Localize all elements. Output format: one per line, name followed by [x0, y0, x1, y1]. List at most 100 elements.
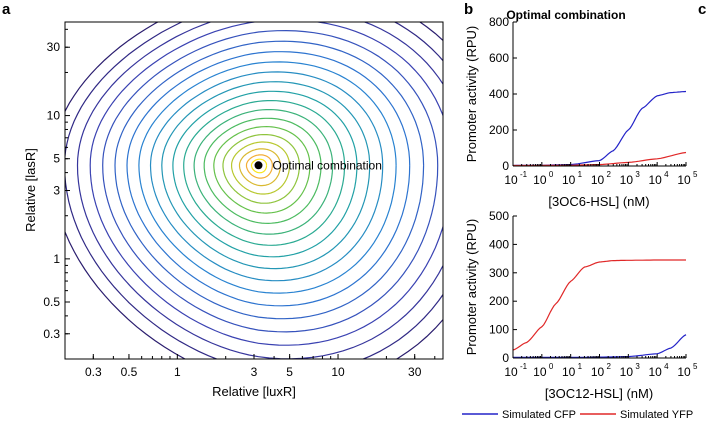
- contour-y-tick-label: 3: [53, 184, 60, 198]
- bottom-x-tick-exponent: 2: [607, 362, 612, 371]
- bottom-x-tick-exponent: -1: [520, 362, 528, 371]
- top-x-label: [3OC6-HSL] (nM): [548, 194, 649, 209]
- top-y-label: Promoter activity (RPU): [464, 26, 479, 163]
- contour-plot-frame: [64, 21, 444, 360]
- top-x-tick-exponent: -1: [520, 170, 528, 179]
- top-series-cfp: [512, 90, 687, 167]
- top-x-tick-exponent: 4: [664, 170, 669, 179]
- top-y-axis: 0 200 400 600 800: [489, 15, 517, 173]
- contour-x-tick-label: 5: [286, 365, 293, 379]
- bottom-x-tick-label: 10: [591, 365, 605, 379]
- contour-y-tick-label: 1: [53, 252, 60, 266]
- contour-level: [213, 125, 311, 214]
- cfp-yfp-3oc12-plot: 10 -1 10 0 10 1 10 2 10 3 10 4 10 5 0100200300400500 …: [464, 209, 698, 401]
- contour-level: [89, 22, 443, 346]
- optimal-point-label: Optimal combination: [273, 158, 382, 172]
- bottom-series: [512, 259, 687, 358]
- bottom-x-tick-label: 10: [620, 365, 634, 379]
- bottom-x-tick-exponent: 5: [693, 362, 698, 371]
- panel-label-a: a: [2, 1, 11, 18]
- contour-level: [65, 22, 443, 359]
- bottom-y-tick-label: 100: [489, 323, 509, 337]
- top-y-tick-label: 200: [489, 123, 509, 137]
- contour-level: [161, 81, 371, 270]
- top-x-tick-exponent: 3: [635, 170, 640, 179]
- bottom-x-tick-label: 10: [562, 365, 576, 379]
- bottom-y-label: Promoter activity (RPU): [464, 219, 479, 356]
- contour-level: [238, 148, 281, 187]
- top-y-tick-label: 600: [489, 51, 509, 65]
- bottom-x-tick-exponent: 1: [578, 362, 583, 371]
- contour-level: [149, 71, 384, 282]
- bottom-x-axis: 10 -1 10 0 10 1 10 2 10 3 10 4 10 5: [504, 354, 698, 379]
- top-x-tick-label: 10: [533, 173, 547, 187]
- contour-x-tick-label: 3: [251, 365, 258, 379]
- panel-label-b: b: [464, 1, 473, 18]
- contour-level: [245, 154, 273, 179]
- contour-level: [231, 141, 290, 195]
- bottom-x-tick-label: 10: [533, 365, 547, 379]
- contour-y-tick-label: 0.5: [43, 295, 60, 309]
- panel-label-c: c: [698, 1, 706, 18]
- contour-level: [250, 158, 268, 174]
- top-x-tick-label: 10: [562, 173, 576, 187]
- bottom-y-tick-label: 400: [489, 237, 509, 251]
- contour-x-tick-label: 10: [331, 365, 345, 379]
- contour-level: [222, 134, 300, 204]
- top-x-tick-exponent: 0: [549, 170, 554, 179]
- top-plot-title: Optimal combination: [506, 8, 625, 22]
- bottom-x-tick-exponent: 4: [664, 362, 669, 371]
- top-x-tick-exponent: 1: [578, 170, 583, 179]
- contour-y-tick-label: 5: [53, 152, 60, 166]
- bottom-x-tick-exponent: 3: [635, 362, 640, 371]
- bottom-series-yfp: [512, 259, 686, 351]
- contour-level: [172, 90, 358, 258]
- bottom-y-tick-label: 0: [502, 351, 509, 365]
- top-x-tick-label: 10: [620, 173, 634, 187]
- bottom-x-label: [3OC12-HSL] (nM): [545, 386, 653, 401]
- contour-x-label: Relative [luxR]: [212, 384, 296, 399]
- contour-x-tick-label: 0.5: [121, 365, 138, 379]
- contour-level: [102, 29, 439, 333]
- bottom-y-tick-label: 300: [489, 266, 509, 280]
- top-x-tick-label: 10: [504, 173, 518, 187]
- contour-y-axis: 0.3 0.5 1 3 5 10 30: [43, 28, 70, 341]
- top-x-tick-label: 10: [648, 173, 662, 187]
- optimal-point: [254, 161, 263, 170]
- top-y-tick-label: 800: [489, 15, 509, 29]
- top-x-tick-label: 10: [591, 173, 605, 187]
- contour-x-tick-label: 30: [408, 365, 422, 379]
- top-x-axis: 10 -1 10 0 10 1 10 2 10 3 10 4 10 5: [504, 162, 698, 187]
- contour-x-tick-label: 1: [174, 365, 181, 379]
- contour-y-tick-label: 30: [47, 40, 61, 54]
- legend-label-yfp: Simulated YFP: [620, 409, 693, 421]
- contour-level: [114, 40, 425, 320]
- contour-x-tick-label: 0.3: [85, 365, 102, 379]
- contour-plot: 0.3 0.5 1 3 5 10 30 0.3 0.5 1 3 5 10 30 Optimal comb…: [23, 21, 444, 399]
- bottom-y-tick-label: 200: [489, 294, 509, 308]
- contour-level: [193, 108, 334, 235]
- bottom-y-axis: 0 100 200 300 400 500: [489, 209, 517, 365]
- bottom-series-cfp: [513, 334, 687, 358]
- contour-level: [138, 61, 397, 294]
- legend-label-cfp: Simulated CFP: [502, 409, 576, 421]
- top-series: [512, 90, 687, 167]
- top-x-tick-exponent: 2: [607, 170, 612, 179]
- bottom-y-tick-label: 500: [489, 209, 509, 223]
- cfp-yfp-3oc6-plot: Optimal combination 10 -1 10 0 10 1 10 2 10 3 10 4 1…: [464, 8, 698, 209]
- bottom-x-tick-label: 10: [648, 365, 662, 379]
- top-x-tick-label: 10: [677, 173, 691, 187]
- legend: Simulated CFP Simulated YFP: [462, 409, 693, 421]
- contour-lines: [65, 22, 443, 359]
- contour-x-axis: 0.3 0.5 1 3 5 10 30: [85, 354, 436, 379]
- top-y-tick-label: 400: [489, 87, 509, 101]
- bottom-x-tick-label: 10: [677, 365, 691, 379]
- contour-level: [76, 22, 443, 359]
- bottom-x-tick-exponent: 0: [549, 362, 554, 371]
- contour-y-tick-label: 0.3: [43, 327, 60, 341]
- contour-y-tick-label: 10: [47, 109, 61, 123]
- top-x-tick-exponent: 5: [693, 170, 698, 179]
- bottom-x-tick-label: 10: [504, 365, 518, 379]
- contour-level: [203, 117, 322, 225]
